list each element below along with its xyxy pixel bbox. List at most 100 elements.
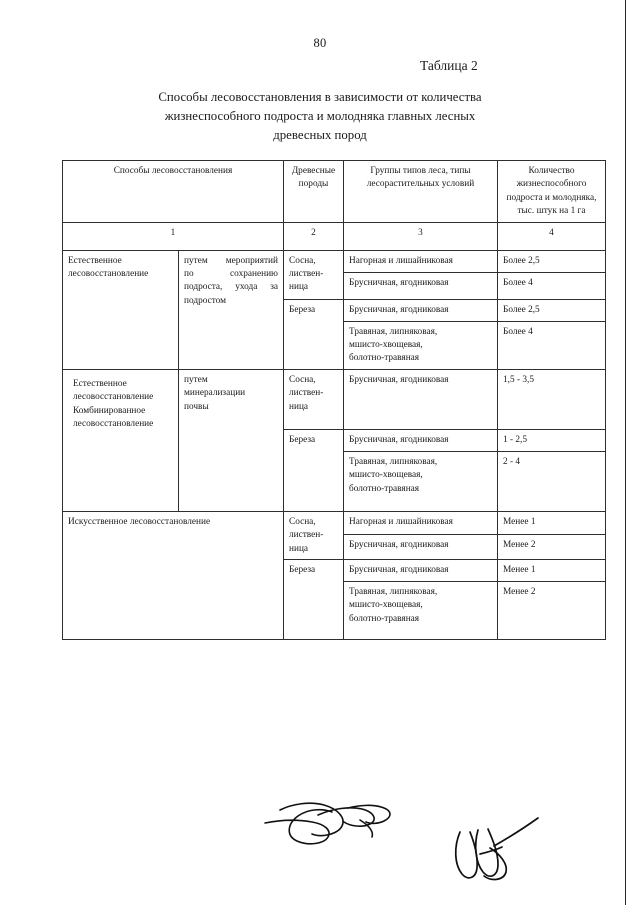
title-line-1: Способы лесовосстановления в зависимости…	[158, 90, 482, 104]
text-line: Брусничная, ягодниковая	[349, 277, 449, 288]
cell-quantity: Менее 2	[497, 581, 606, 641]
cell-quantity: Менее 1	[497, 559, 606, 583]
signature-block	[262, 796, 592, 896]
text-line: ница	[289, 543, 309, 554]
cell-species: Береза	[283, 559, 344, 641]
table-column-number-row: 1 2 3 4	[62, 221, 606, 251]
text-line: мшисто-хвощевая,	[349, 340, 423, 351]
text-line: Нагорная и лишайниковая	[349, 516, 453, 527]
cell-forest-type: Травяная, липняковая, мшисто-хвощевая, бол…	[343, 320, 498, 370]
text-line: листвен-	[289, 530, 324, 541]
text-line: болотно-травяная	[349, 483, 420, 494]
text-line: ница	[289, 282, 309, 293]
text-line: Травяная, липняковая,	[349, 587, 438, 598]
cell-forest-type: Брусничная, ягодниковая	[343, 298, 498, 322]
method-primary: Естественное лесовосстановление	[73, 378, 154, 403]
table-header-row: Способы лесовосстановления Древесные пор…	[62, 160, 606, 223]
cell-forest-type: Брусничная, ягодниковая	[343, 559, 498, 583]
title-line-3: древесных пород	[273, 128, 367, 142]
cell-forest-type: Нагорная и лишайниковая	[343, 510, 498, 535]
text-line: Брусничная, ягодниковая	[349, 304, 449, 315]
cell-species: Сосна, листвен-ница	[283, 249, 344, 300]
text-line: путем	[184, 374, 208, 385]
cell-method: Искусственное лесовосстановление	[62, 510, 284, 641]
text-line: Травяная, липняковая,	[349, 326, 438, 337]
cell-quantity: 1 - 2,5	[497, 428, 606, 452]
text-line: мшисто-хвощевая,	[349, 470, 423, 481]
cell-forest-type: Травяная, липняковая, мшисто-хвощевая, бол…	[343, 450, 498, 512]
text-line: по сохранению	[184, 269, 278, 280]
cell-measure: путем мероприятий по сохранению подроста, …	[178, 249, 284, 370]
text-line: Береза	[289, 565, 316, 576]
column-number-3: 3	[343, 221, 498, 251]
table-row: Искусственное лесовосстановление Сосна, ли…	[62, 510, 606, 641]
text-line: Брусничная, ягодниковая	[349, 374, 449, 385]
cell-species: Береза	[283, 428, 344, 512]
header-quantity: Количество жизнеспособного подроста и мо…	[497, 160, 606, 223]
cell-species: Сосна, листвен-ница	[283, 368, 344, 430]
text-line: подроста, ухода за	[184, 282, 278, 293]
cell-forest-type: Травяная, липняковая, мшисто-хвощевая, бол…	[343, 581, 498, 641]
cell-quantity: Менее 2	[497, 533, 606, 561]
text-line: листвен-	[289, 269, 324, 280]
column-number-1: 1	[62, 221, 284, 251]
header-forest-types: Группы типов леса, типы лесорастительных…	[343, 160, 498, 223]
reforestation-table-wrapper: Способы лесовосстановления Древесные пор…	[62, 160, 606, 641]
text-line: минерализации	[184, 388, 246, 399]
table-row: Травяная, липняковая, мшисто-хвощевая, бол…	[63, 450, 606, 512]
table-row: Естественное лесовосстановление Комбиниро…	[62, 368, 606, 512]
text-line: болотно-травяная	[349, 613, 420, 624]
title-line-2: жизнеспособного подроста и молодняка гла…	[164, 109, 476, 123]
column-number-4: 4	[497, 221, 606, 251]
cell-quantity: Более 2,5	[497, 298, 606, 322]
cell-forest-type: Нагорная и лишайниковая	[343, 249, 498, 273]
text-line: ница	[289, 401, 309, 412]
table-body: Естественное лесовосстановление путем мер…	[62, 249, 606, 641]
text-line: Брусничная, ягодниковая	[349, 434, 449, 445]
method-primary: Естественное лесовосстановление	[68, 255, 149, 280]
table-caption: Таблица 2	[420, 58, 478, 73]
page-title: Способы лесовосстановления в зависимости…	[95, 88, 545, 145]
text-line: болотно-травяная	[349, 353, 420, 364]
text-line: Брусничная, ягодниковая	[349, 565, 449, 576]
header-species: Древесные породы	[283, 160, 344, 223]
cell-method: Естественное лесовосстановление Комбиниро…	[62, 368, 179, 512]
table-row: Травяная, липняковая, мшисто-хвощевая, бол…	[63, 320, 606, 370]
text-line: почвы	[184, 401, 209, 412]
page-margin-rule	[625, 0, 626, 905]
page-number: 80	[313, 36, 327, 50]
cell-forest-type: Брусничная, ягодниковая	[343, 533, 498, 561]
cell-forest-type: Брусничная, ягодниковая	[343, 428, 498, 452]
method-secondary: Комбинированное лесовосстановление	[73, 405, 154, 430]
cell-species: Береза	[283, 298, 344, 370]
text-line: Брусничная, ягодниковая	[349, 539, 449, 550]
table-row: Брусничная, ягодниковая Менее 2	[63, 533, 606, 561]
cell-species: Сосна, листвен-ница	[283, 510, 344, 561]
reforestation-table: Способы лесовосстановления Древесные пор…	[62, 160, 606, 641]
text-line: Травяная, липняковая,	[349, 456, 438, 467]
signature-right	[450, 814, 550, 886]
table-head: Способы лесовосстановления Древесные пор…	[62, 160, 606, 251]
table-row: Береза Брусничная, ягодниковая Более 2,5	[63, 298, 606, 370]
cell-forest-type: Брусничная, ягодниковая	[343, 368, 498, 430]
signature-left	[262, 796, 412, 856]
cell-forest-type: Брусничная, ягодниковая	[343, 271, 498, 300]
cell-quantity: Более 4	[497, 271, 606, 300]
text-line: Сосна,	[289, 255, 316, 266]
cell-quantity: Более 4	[497, 320, 606, 370]
table-row: Естественное лесовосстановление путем мер…	[62, 249, 606, 370]
text-line: подростом	[184, 295, 227, 306]
method-primary: Искусственное лесовосстановление	[68, 516, 211, 527]
text-line: листвен-	[289, 388, 324, 399]
cell-method: Естественное лесовосстановление	[62, 249, 179, 370]
text-line: Береза	[289, 434, 316, 445]
header-methods: Способы лесовосстановления	[62, 160, 284, 223]
table-row: Травяная, липняковая, мшисто-хвощевая, бол…	[63, 581, 606, 641]
text-line: Сосна,	[289, 516, 316, 527]
text-line: Береза	[289, 304, 316, 315]
column-number-2: 2	[283, 221, 344, 251]
cell-quantity: Более 2,5	[497, 249, 606, 273]
text-line: путем мероприятий	[184, 255, 278, 266]
text-line: Сосна,	[289, 374, 316, 385]
